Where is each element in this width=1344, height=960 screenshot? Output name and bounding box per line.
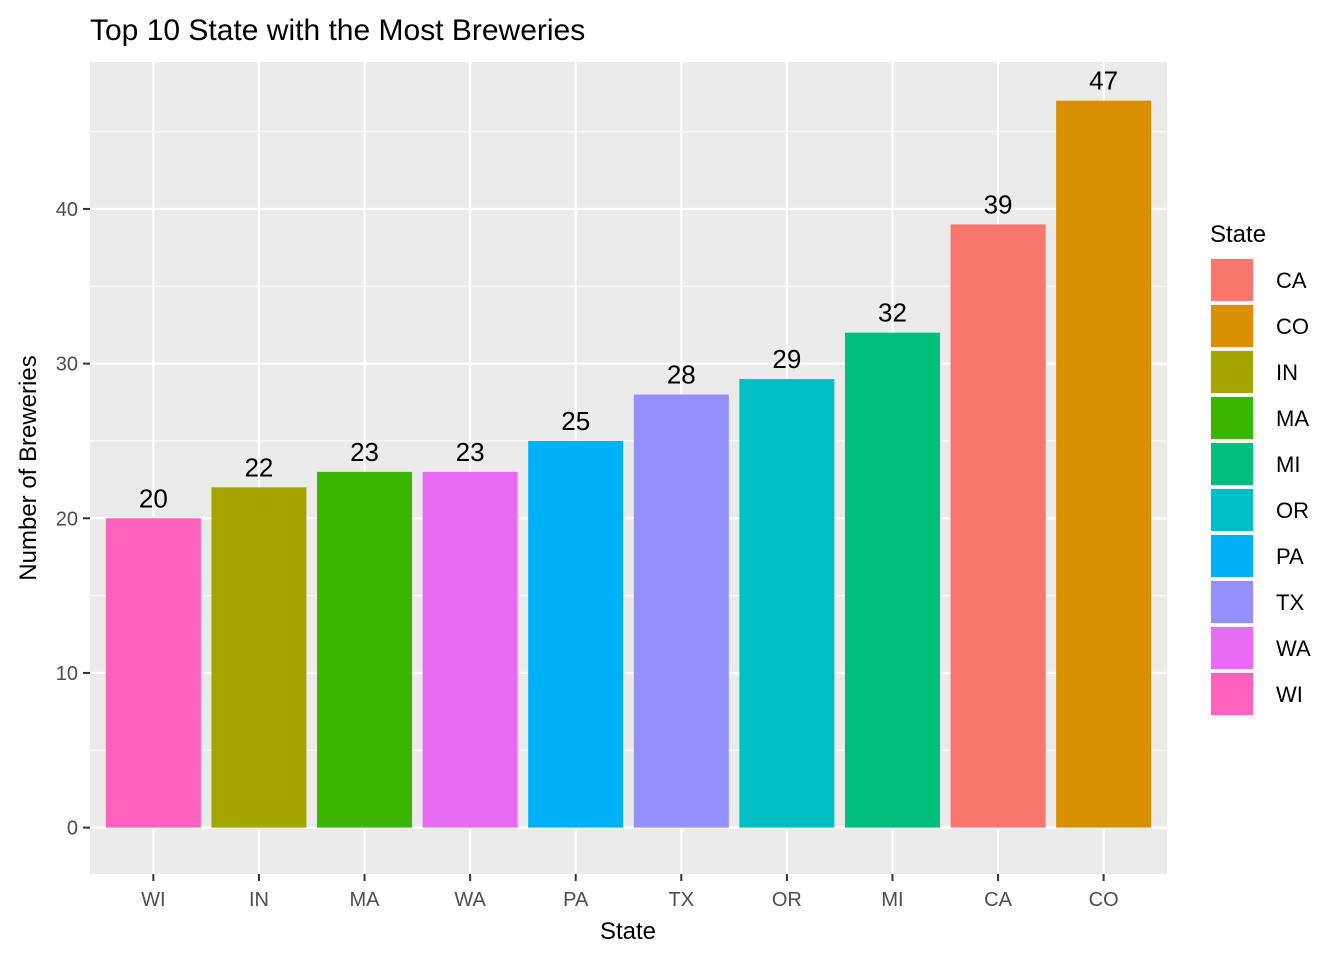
x-tick-label: MI — [881, 889, 903, 911]
bar-label-mi: 32 — [878, 298, 907, 328]
legend-swatch-ma — [1211, 397, 1253, 439]
legend-swatch-ca — [1211, 259, 1253, 301]
legend-label-co: CO — [1276, 314, 1309, 339]
x-axis: WI IN MA WA PA TX OR MI CA CO — [141, 874, 1119, 911]
bar-label-ma: 23 — [350, 437, 379, 467]
bar-label-wa: 23 — [456, 437, 485, 467]
x-tick-label: WA — [454, 889, 486, 911]
y-axis-label: Number of Breweries — [15, 355, 42, 580]
y-tick-label: 0 — [67, 818, 78, 840]
bar-value-labels: 20 22 23 23 25 28 29 32 39 47 — [139, 66, 1118, 514]
bar-label-wi: 20 — [139, 483, 168, 513]
legend-swatch-in — [1211, 351, 1253, 393]
y-tick-label: 10 — [56, 663, 78, 685]
legend-label-ca: CA — [1276, 268, 1307, 293]
bar-label-ca: 39 — [984, 189, 1013, 219]
legend: State CA CO IN MA MI OR PA TX WA WI — [1210, 221, 1311, 716]
x-tick-label: MA — [350, 889, 381, 911]
x-tick-label: IN — [249, 889, 269, 911]
x-tick-label: OR — [772, 889, 802, 911]
bar-pa — [528, 440, 624, 828]
legend-label-mi: MI — [1276, 452, 1300, 477]
y-tick-label: 20 — [56, 508, 78, 530]
x-tick-label: WI — [141, 889, 165, 911]
legend-swatch-wa — [1211, 627, 1253, 669]
legend-label-wa: WA — [1276, 636, 1311, 661]
legend-swatch-pa — [1211, 535, 1253, 577]
bar-label-co: 47 — [1089, 66, 1118, 96]
bar-ma — [317, 471, 413, 828]
legend-title: State — [1210, 221, 1266, 248]
y-axis: 0 10 20 30 40 — [56, 199, 90, 840]
legend-swatch-mi — [1211, 443, 1253, 485]
legend-items: CA CO IN MA MI OR PA TX WA WI — [1210, 258, 1311, 716]
x-tick-label: CO — [1089, 889, 1119, 911]
legend-label-wi: WI — [1276, 682, 1303, 707]
bar-label-pa: 25 — [561, 406, 590, 436]
legend-swatch-or — [1211, 489, 1253, 531]
bar-co — [1056, 100, 1152, 828]
legend-swatch-wi — [1211, 673, 1253, 715]
legend-label-in: IN — [1276, 360, 1298, 385]
bar-wi — [105, 518, 201, 828]
legend-label-ma: MA — [1276, 406, 1309, 431]
legend-label-or: OR — [1276, 498, 1309, 523]
x-axis-label: State — [600, 918, 656, 945]
bar-label-or: 29 — [772, 344, 801, 374]
legend-label-pa: PA — [1276, 544, 1304, 569]
bar-label-in: 22 — [244, 452, 273, 482]
legend-swatch-tx — [1211, 581, 1253, 623]
y-tick-label: 40 — [56, 199, 78, 221]
legend-swatch-co — [1211, 305, 1253, 347]
bar-label-tx: 28 — [667, 360, 696, 390]
bar-tx — [633, 394, 729, 828]
bars — [105, 100, 1152, 828]
bar-in — [211, 487, 307, 828]
x-tick-label: PA — [563, 889, 589, 911]
bar-or — [739, 379, 835, 828]
x-tick-label: CA — [984, 889, 1012, 911]
x-tick-label: TX — [669, 889, 695, 911]
y-tick-label: 30 — [56, 354, 78, 376]
bar-wa — [422, 471, 518, 828]
legend-label-tx: TX — [1276, 590, 1304, 615]
bar-mi — [844, 332, 940, 828]
chart-title: Top 10 State with the Most Breweries — [90, 14, 585, 47]
bar-ca — [950, 224, 1046, 828]
